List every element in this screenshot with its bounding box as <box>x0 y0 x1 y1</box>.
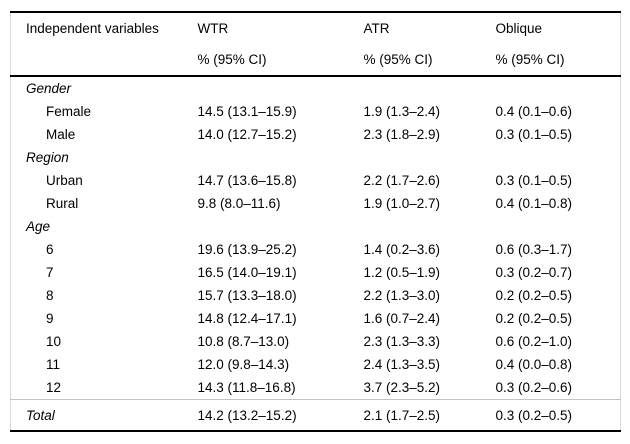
row-label: 9 <box>46 311 54 326</box>
header-sub-wtr: % (95% CI) <box>197 52 267 67</box>
table-row-age-12: 12 14.3 (11.8–16.8) 3.7 (2.3–5.2) 0.3 (0… <box>11 376 621 400</box>
table-row-age-8: 8 15.7 (13.3–18.0) 2.2 (1.3–3.0) 0.2 (0.… <box>11 284 621 307</box>
oblique-value: 0.3 (0.2–0.6) <box>495 380 573 395</box>
table-row-rural: Rural 9.8 (8.0–11.6) 1.9 (1.0–2.7) 0.4 (… <box>11 192 621 215</box>
table-row-age-6: 6 19.6 (13.9–25.2) 1.4 (0.2–3.6) 0.6 (0.… <box>11 238 621 261</box>
atr-value: 1.9 (1.3–2.4) <box>363 104 441 119</box>
oblique-value: 0.6 (0.3–1.7) <box>495 242 573 257</box>
wtr-value: 19.6 (13.9–25.2) <box>197 242 297 257</box>
table-header: Independent variables WTR ATR Oblique % … <box>10 12 621 76</box>
row-label: Urban <box>46 173 83 188</box>
atr-value: 2.4 (1.3–3.5) <box>363 357 441 372</box>
header-empty-cell <box>11 44 198 76</box>
oblique-value: 0.3 (0.2–0.5) <box>495 407 573 423</box>
header-col-atr: ATR <box>363 21 390 36</box>
wtr-value: 15.7 (13.3–18.0) <box>197 288 297 303</box>
wtr-value: 9.8 (8.0–11.6) <box>197 196 281 211</box>
header-col-independent-variables: Independent variables <box>26 21 159 36</box>
oblique-value: 0.4 (0.1–0.6) <box>495 104 573 119</box>
table-row-female: Female 14.5 (13.1–15.9) 1.9 (1.3–2.4) 0.… <box>11 100 621 123</box>
atr-value: 1.2 (0.5–1.9) <box>363 265 441 280</box>
oblique-value: 0.4 (0.1–0.8) <box>495 196 573 211</box>
oblique-value: 0.3 (0.1–0.5) <box>495 127 573 142</box>
oblique-value: 0.2 (0.2–0.5) <box>495 311 573 326</box>
row-label: Rural <box>46 196 79 211</box>
atr-value: 2.1 (1.7–2.5) <box>363 407 441 423</box>
row-label: 6 <box>46 242 54 257</box>
header-sub-oblique: % (95% CI) <box>495 52 565 67</box>
header-col-oblique: Oblique <box>495 21 543 36</box>
empty-cell <box>496 76 621 100</box>
empty-cell <box>364 215 496 238</box>
atr-value: 2.3 (1.3–3.3) <box>363 334 441 349</box>
oblique-value: 0.6 (0.2–1.0) <box>495 334 573 349</box>
header-col-wtr: WTR <box>197 21 229 36</box>
table-row-male: Male 14.0 (12.7–15.2) 2.3 (1.8–2.9) 0.3 … <box>11 123 621 146</box>
header-sub-atr: % (95% CI) <box>363 52 433 67</box>
row-label: Male <box>46 127 76 142</box>
table-row-age-7: 7 16.5 (14.0–19.1) 1.2 (0.5–1.9) 0.3 (0.… <box>11 261 621 284</box>
total-label: Total <box>26 407 55 423</box>
table-row-age-10: 10 10.8 (8.7–13.0) 2.3 (1.3–3.3) 0.6 (0.… <box>11 330 621 353</box>
empty-cell <box>496 215 621 238</box>
table-row-total: Total 14.2 (13.2–15.2) 2.1 (1.7–2.5) 0.3… <box>10 399 621 432</box>
empty-cell <box>198 76 364 100</box>
wtr-value: 10.8 (8.7–13.0) <box>197 334 290 349</box>
section-label: Gender <box>26 81 72 96</box>
atr-value: 2.2 (1.7–2.6) <box>363 173 441 188</box>
atr-value: 1.9 (1.0–2.7) <box>363 196 441 211</box>
atr-value: 3.7 (2.3–5.2) <box>363 380 441 395</box>
wtr-value: 14.0 (12.7–15.2) <box>197 127 297 142</box>
oblique-value: 0.2 (0.2–0.5) <box>495 288 573 303</box>
table-row-age-9: 9 14.8 (12.4–17.1) 1.6 (0.7–2.4) 0.2 (0.… <box>11 307 621 330</box>
header-subtitle-row: % (95% CI) % (95% CI) % (95% CI) <box>11 44 621 76</box>
empty-cell <box>198 146 364 169</box>
wtr-value: 14.7 (13.6–15.8) <box>197 173 297 188</box>
astigmatism-prevalence-table: Independent variables WTR ATR Oblique % … <box>10 11 621 432</box>
row-label: Female <box>46 104 92 119</box>
oblique-value: 0.4 (0.0–0.8) <box>495 357 573 372</box>
atr-value: 2.3 (1.8–2.9) <box>363 127 441 142</box>
oblique-value: 0.3 (0.2–0.7) <box>495 265 573 280</box>
atr-value: 2.2 (1.3–3.0) <box>363 288 441 303</box>
empty-cell <box>364 146 496 169</box>
header-title-row: Independent variables WTR ATR Oblique <box>11 12 621 44</box>
wtr-value: 14.2 (13.2–15.2) <box>197 407 297 423</box>
empty-cell <box>198 215 364 238</box>
wtr-value: 12.0 (9.8–14.3) <box>197 357 290 372</box>
atr-value: 1.6 (0.7–2.4) <box>363 311 441 326</box>
section-label: Region <box>26 150 69 165</box>
wtr-value: 14.8 (12.4–17.1) <box>197 311 297 326</box>
table-row-age-11: 11 12.0 (9.8–14.3) 2.4 (1.3–3.5) 0.4 (0.… <box>11 353 621 376</box>
section-row-region: Region <box>11 146 621 169</box>
wtr-value: 16.5 (14.0–19.1) <box>197 265 297 280</box>
row-label: 11 <box>46 357 61 372</box>
oblique-value: 0.3 (0.1–0.5) <box>495 173 573 188</box>
empty-cell <box>496 146 621 169</box>
table-body: Gender Female 14.5 (13.1–15.9) 1.9 (1.3–… <box>10 76 621 432</box>
section-row-gender: Gender <box>11 76 621 100</box>
row-label: 10 <box>46 334 62 349</box>
empty-cell <box>364 76 496 100</box>
section-row-age: Age <box>11 215 621 238</box>
row-label: 8 <box>46 288 54 303</box>
table-row-urban: Urban 14.7 (13.6–15.8) 2.2 (1.7–2.6) 0.3… <box>11 169 621 192</box>
wtr-value: 14.3 (11.8–16.8) <box>197 380 296 395</box>
section-label: Age <box>26 219 51 234</box>
row-label: 12 <box>46 380 62 395</box>
atr-value: 1.4 (0.2–3.6) <box>363 242 441 257</box>
wtr-value: 14.5 (13.1–15.9) <box>197 104 297 119</box>
row-label: 7 <box>46 265 54 280</box>
